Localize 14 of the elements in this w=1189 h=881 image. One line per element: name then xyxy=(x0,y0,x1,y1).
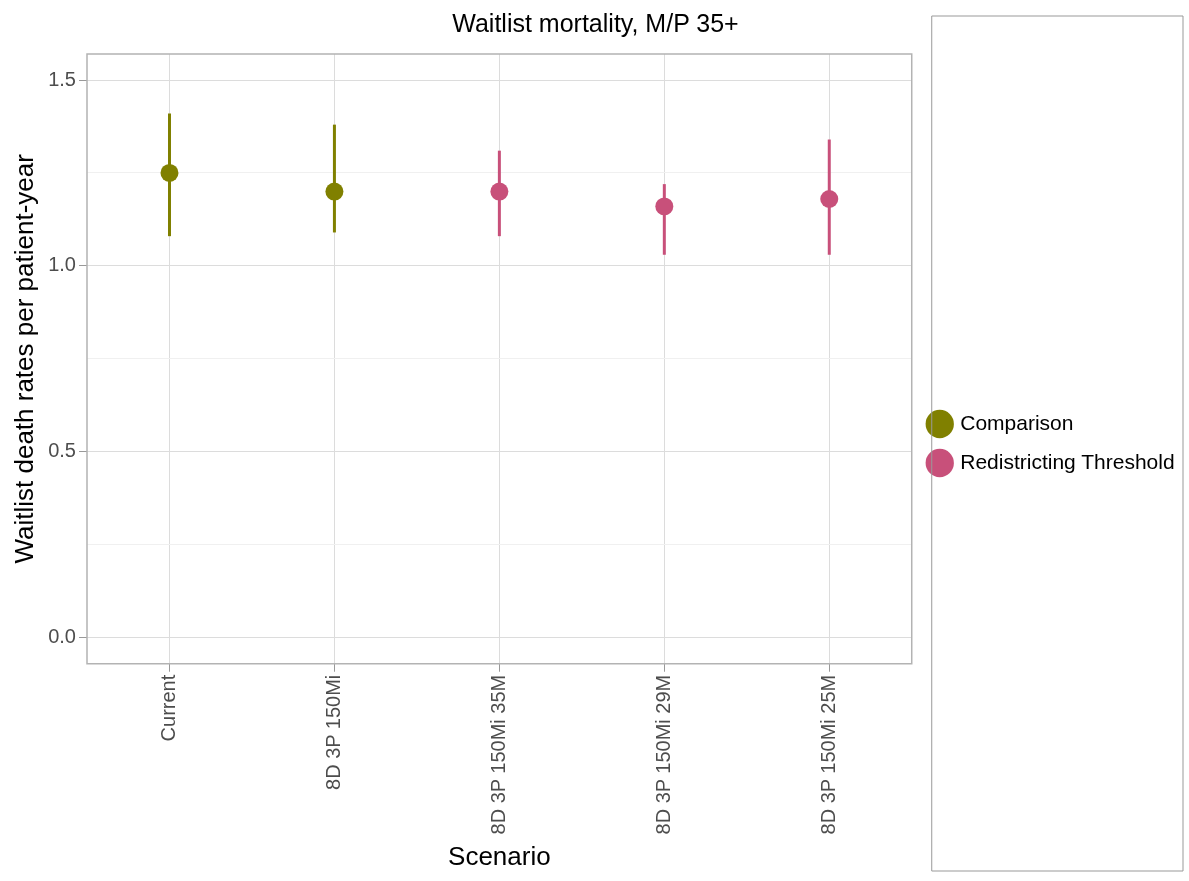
x-tick-label: 8D 3P 150Mi xyxy=(321,674,344,790)
legend-label: Redistricting Threshold xyxy=(960,449,1175,473)
x-tick-label: 8D 3P 150Mi 25M xyxy=(816,674,839,835)
y-tick-label: 0.5 xyxy=(48,439,76,462)
x-axis-title: Scenario xyxy=(448,840,551,871)
legend-label: Comparison xyxy=(960,410,1074,434)
y-axis-title: Waitlist death rates per patient-year xyxy=(8,153,39,564)
y-tick-label: 0.0 xyxy=(48,625,76,648)
y-tick-label: 1.0 xyxy=(48,253,76,276)
x-tick-label: 8D 3P 150Mi 29M xyxy=(651,674,674,835)
y-tick-label: 1.5 xyxy=(48,67,76,90)
x-tick-label: 8D 3P 150Mi 35M xyxy=(486,674,509,835)
x-tick-label: Current xyxy=(156,674,179,742)
chart-title: Waitlist mortality, M/P 35+ xyxy=(452,8,739,37)
